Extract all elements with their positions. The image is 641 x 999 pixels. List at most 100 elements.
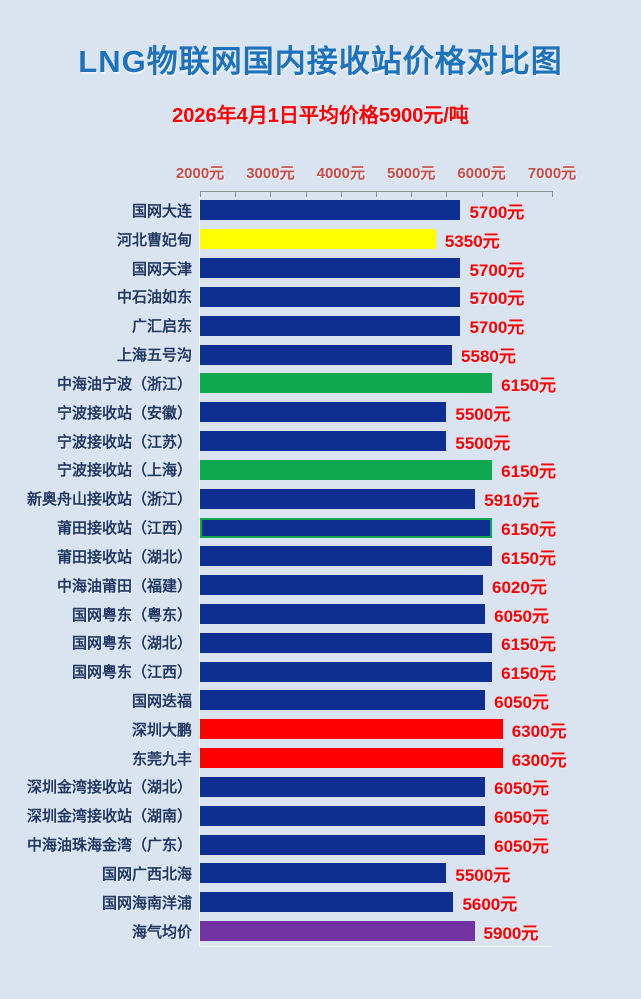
chart-row: 莆田接收站（江西） 6150元 [0,513,641,542]
price-value-label: 6150元 [501,548,556,568]
price-value-label: 5700元 [469,260,525,280]
price-value-label: 5900元 [483,923,539,943]
x-axis-tick [516,191,518,197]
price-bar [200,661,493,682]
price-bar [200,488,476,509]
page-subtitle: 2026年4月1日平均价格5900元/吨 [172,105,469,127]
station-label: 深圳金湾接收站（湖南） [26,808,192,826]
station-label: 广汇启东 [131,318,192,336]
chart-row: 国网粤东（粤东） 6050元 [0,600,641,629]
price-bar [200,431,447,452]
station-label: 海气均价 [131,923,192,941]
price-bar [200,373,493,394]
chart-row: 国网粤东（湖北） 6150元 [0,628,641,657]
x-axis-tick [200,191,201,197]
chart-row: 国网迭福 6050元 [0,686,641,715]
station-label: 宁波接收站（上海） [56,462,192,480]
x-axis-tick [411,191,413,197]
price-bar [200,459,493,480]
price-bar [200,776,486,797]
station-label: 国网粤东（粤东） [71,606,192,624]
station-label: 中海油宁波（浙江） [56,375,192,393]
price-value-label: 6150元 [501,375,556,395]
price-value-label: 6150元 [501,635,556,655]
x-axis-tick [305,191,307,197]
station-label: 莆田接收站（江西） [56,520,192,538]
chart-row: 中石油如东 5700元 [0,282,641,311]
price-value-label: 6050元 [494,808,549,828]
x-axis [200,191,553,197]
x-axis-labels: 2000元 3000元 4000元 5000元 6000元 7000元 [0,162,641,182]
price-bar [200,575,483,596]
chart-row: 深圳金湾接收站（湖南） 6050元 [0,801,641,830]
price-bar [200,805,486,826]
price-bar [200,863,447,884]
price-value-label: 5600元 [462,894,518,914]
price-bar [200,921,475,942]
price-value-label: 6050元 [494,606,549,626]
price-bar [200,344,453,365]
station-label: 国网迭福 [131,692,192,710]
station-label: 中石油如东 [116,289,192,307]
price-value-label: 5700元 [469,318,525,338]
price-bar [200,402,447,423]
price-value-label: 6050元 [494,837,549,857]
price-bar [200,315,461,336]
x-axis-tick [481,191,483,197]
station-label: 中海油莆田（福建） [56,577,192,595]
x-axis-tick-label: 2000元 [175,165,225,182]
price-value-label: 6020元 [492,577,547,597]
chart-row: 海气均价 5900元 [0,917,641,946]
station-label: 莆田接收站（湖北） [56,548,192,566]
price-bar-chart: 2000元 3000元 4000元 5000元 6000元 7000元 国网大连 5700元… [0,162,641,962]
chart-row: 国网天津 5700元 [0,254,641,283]
chart-row: 国网海南洋浦 5600元 [0,888,641,917]
price-value-label: 5580元 [461,347,516,367]
price-bar [200,200,461,221]
x-axis-tick [340,191,342,197]
price-bar [200,229,436,250]
price-bar [200,604,486,624]
chart-row: 国网广西北海 5500元 [0,859,641,888]
price-bar [200,834,486,855]
price-bar [200,286,461,307]
station-label: 东莞九丰 [131,750,192,768]
price-value-label: 5910元 [484,491,540,511]
price-bar [200,517,493,538]
x-axis-tick [552,191,553,197]
station-label: 深圳金湾接收站（湖北） [26,779,192,797]
x-axis-tick [270,191,272,197]
chart-row: 莆田接收站（湖北） 6150元 [0,542,641,571]
x-axis-tick-label: 3000元 [246,165,295,182]
station-label: 上海五号沟 [116,347,192,365]
chart-rows: 国网大连 5700元 河北曹妃甸 5350元 国网天津 5700元 中石油如东 5700元 广汇… [0,196,641,947]
station-label: 深圳大鹏 [131,721,192,739]
chart-row: 深圳金湾接收站（湖北） 6050元 [0,773,641,802]
x-axis-tick-label: 7000元 [527,165,577,182]
station-label: 河北曹妃甸 [116,231,192,249]
x-axis-tick-label: 5000元 [387,165,436,182]
price-value-label: 6300元 [511,750,567,770]
price-value-label: 6050元 [494,692,549,712]
chart-row: 河北曹妃甸 5350元 [0,225,641,254]
price-value-label: 5500元 [455,433,511,453]
price-value-label: 5700元 [469,202,525,222]
chart-row: 中海油珠海金湾（广东） 6050元 [0,830,641,859]
station-label: 国网广西北海 [101,865,192,883]
price-value-label: 5500元 [455,865,511,885]
x-axis-tick [446,191,448,197]
chart-row: 宁波接收站（上海） 6150元 [0,455,641,484]
price-bar [200,546,493,567]
price-value-label: 6300元 [511,721,567,741]
price-bar [200,258,461,279]
price-bar [200,892,454,913]
x-axis-tick [235,191,237,197]
station-label: 国网海南洋浦 [101,894,192,912]
chart-row: 深圳大鹏 6300元 [0,715,641,744]
chart-row: 上海五号沟 5580元 [0,340,641,369]
station-label: 新奥舟山接收站（浙江） [26,491,192,509]
price-value-label: 6150元 [501,462,556,482]
price-value-label: 6150元 [501,664,556,684]
station-label: 中海油珠海金湾（广东） [26,837,192,855]
chart-row: 新奥舟山接收站（浙江） 5910元 [0,484,641,513]
